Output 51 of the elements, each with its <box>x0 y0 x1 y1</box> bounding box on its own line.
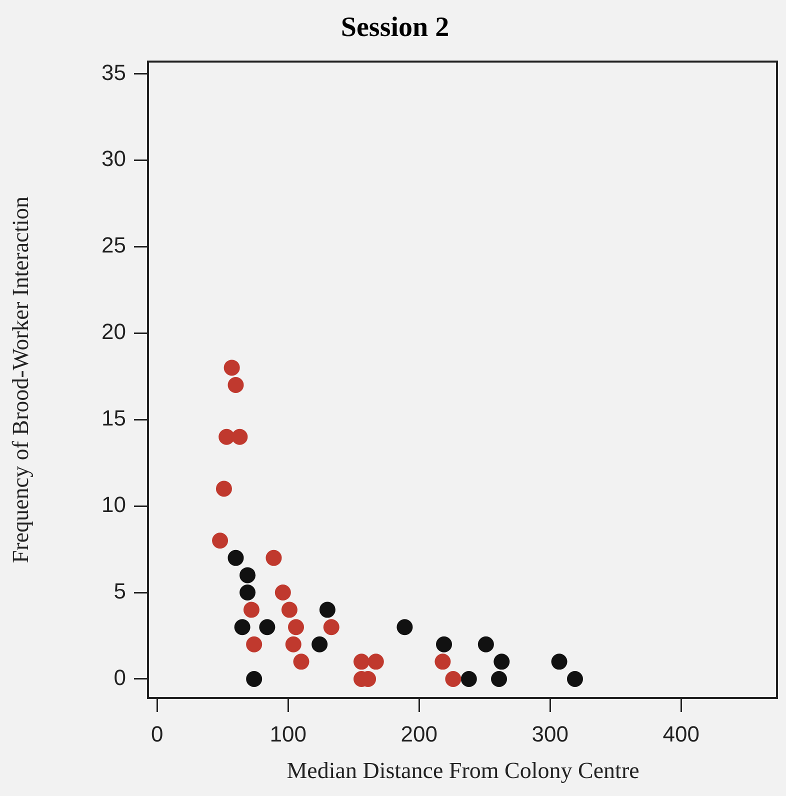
point <box>259 619 276 636</box>
point <box>436 636 452 652</box>
point <box>224 360 240 376</box>
y-tick-label: 10 <box>102 492 126 518</box>
x-tick-label: 200 <box>400 721 438 746</box>
point <box>232 428 248 445</box>
point <box>240 584 256 601</box>
point <box>368 654 384 670</box>
point <box>566 670 583 687</box>
point <box>319 602 336 618</box>
point <box>212 532 228 549</box>
y-tick-label: 30 <box>102 146 126 172</box>
point <box>246 670 262 687</box>
point <box>281 602 298 618</box>
point <box>246 636 262 652</box>
y-tick-label: 25 <box>102 232 126 258</box>
point <box>288 619 304 636</box>
x-tick-label: 300 <box>532 721 568 746</box>
point <box>460 670 477 687</box>
y-tick-label: 20 <box>102 319 126 344</box>
point <box>434 654 451 670</box>
y-tick-label: 35 <box>102 60 126 85</box>
point <box>243 602 260 618</box>
point <box>323 619 340 636</box>
y-tick-label: 15 <box>102 406 126 431</box>
point <box>494 654 510 670</box>
point <box>228 376 244 393</box>
point <box>396 619 413 636</box>
y-tick-label: 5 <box>114 578 126 604</box>
point <box>491 670 508 687</box>
x-axis-title: Median Distance From Colony Centre <box>286 758 640 784</box>
x-tick-label: 0 <box>151 721 164 746</box>
point <box>218 428 235 445</box>
point <box>216 480 232 497</box>
point <box>293 654 310 670</box>
y-tick-label: 0 <box>114 665 126 690</box>
point <box>228 550 244 566</box>
point <box>445 670 462 687</box>
point <box>274 584 291 601</box>
y-axis-title: Frequency of Brood-Worker Interaction <box>8 196 33 564</box>
point <box>240 567 256 584</box>
chart-title: Session 2 <box>340 12 450 44</box>
point <box>285 636 302 652</box>
point <box>234 619 250 636</box>
point <box>266 550 282 566</box>
point <box>312 636 328 652</box>
point <box>551 654 568 670</box>
point <box>353 654 370 670</box>
x-tick-label: 400 <box>662 721 700 746</box>
point <box>478 636 494 652</box>
x-tick-label: 100 <box>270 721 307 746</box>
